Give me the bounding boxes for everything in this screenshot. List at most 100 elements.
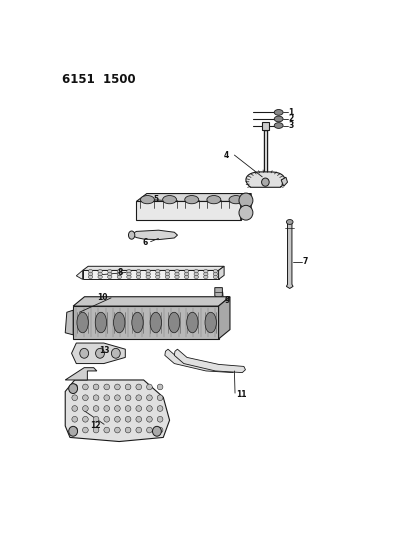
- Ellipse shape: [146, 276, 151, 279]
- Ellipse shape: [69, 426, 78, 436]
- Ellipse shape: [115, 427, 120, 433]
- Ellipse shape: [157, 427, 163, 433]
- Ellipse shape: [153, 426, 161, 436]
- Ellipse shape: [146, 416, 152, 422]
- Ellipse shape: [93, 395, 99, 401]
- Ellipse shape: [239, 193, 253, 208]
- Ellipse shape: [69, 384, 78, 393]
- Ellipse shape: [72, 395, 78, 401]
- Ellipse shape: [136, 406, 142, 411]
- Ellipse shape: [93, 406, 99, 411]
- Polygon shape: [65, 368, 97, 380]
- Ellipse shape: [125, 427, 131, 433]
- Ellipse shape: [165, 272, 170, 276]
- Ellipse shape: [146, 427, 152, 433]
- Text: 2: 2: [288, 115, 293, 124]
- Polygon shape: [241, 193, 251, 220]
- Ellipse shape: [125, 395, 131, 401]
- Ellipse shape: [229, 196, 243, 204]
- Ellipse shape: [88, 270, 93, 273]
- Text: 6: 6: [142, 238, 147, 247]
- Ellipse shape: [194, 270, 198, 273]
- Ellipse shape: [115, 395, 120, 401]
- Ellipse shape: [72, 384, 78, 390]
- Text: 9: 9: [224, 296, 230, 305]
- Ellipse shape: [204, 276, 208, 279]
- Ellipse shape: [286, 220, 293, 224]
- Polygon shape: [174, 349, 246, 373]
- Ellipse shape: [108, 270, 112, 273]
- Polygon shape: [73, 306, 219, 339]
- Ellipse shape: [104, 395, 110, 401]
- Polygon shape: [215, 288, 222, 298]
- Polygon shape: [262, 122, 269, 131]
- Text: 10: 10: [97, 293, 107, 302]
- Ellipse shape: [204, 272, 208, 276]
- Ellipse shape: [125, 384, 131, 390]
- Polygon shape: [219, 297, 230, 339]
- Ellipse shape: [155, 272, 160, 276]
- Ellipse shape: [157, 406, 163, 411]
- Ellipse shape: [155, 270, 160, 273]
- Polygon shape: [136, 201, 241, 220]
- Ellipse shape: [213, 272, 217, 276]
- Polygon shape: [286, 222, 293, 288]
- Ellipse shape: [184, 272, 189, 276]
- Ellipse shape: [136, 270, 141, 273]
- Ellipse shape: [146, 395, 152, 401]
- Ellipse shape: [95, 312, 106, 333]
- Ellipse shape: [93, 416, 99, 422]
- Ellipse shape: [185, 196, 199, 204]
- Text: 7: 7: [302, 257, 308, 266]
- Ellipse shape: [82, 406, 88, 411]
- Ellipse shape: [117, 272, 122, 276]
- Ellipse shape: [136, 416, 142, 422]
- Polygon shape: [65, 380, 170, 441]
- Polygon shape: [76, 270, 82, 279]
- Ellipse shape: [239, 205, 253, 220]
- Ellipse shape: [169, 312, 180, 333]
- Ellipse shape: [136, 384, 142, 390]
- Ellipse shape: [165, 270, 170, 273]
- Ellipse shape: [115, 384, 120, 390]
- Ellipse shape: [104, 406, 110, 411]
- Text: 12: 12: [91, 421, 101, 430]
- Polygon shape: [71, 343, 125, 364]
- Ellipse shape: [175, 276, 179, 279]
- Ellipse shape: [108, 272, 112, 276]
- Ellipse shape: [175, 272, 179, 276]
- Ellipse shape: [72, 406, 78, 411]
- Ellipse shape: [77, 312, 88, 333]
- Ellipse shape: [157, 384, 163, 390]
- Polygon shape: [281, 177, 288, 186]
- Polygon shape: [65, 310, 73, 335]
- Text: 3: 3: [288, 121, 293, 130]
- Ellipse shape: [104, 384, 110, 390]
- Ellipse shape: [88, 272, 93, 276]
- Polygon shape: [132, 230, 177, 240]
- Ellipse shape: [82, 427, 88, 433]
- Ellipse shape: [82, 384, 88, 390]
- Ellipse shape: [194, 276, 198, 279]
- Polygon shape: [82, 266, 224, 270]
- Ellipse shape: [111, 349, 120, 358]
- Ellipse shape: [136, 427, 142, 433]
- Polygon shape: [246, 172, 285, 187]
- Ellipse shape: [187, 312, 198, 333]
- Text: 13: 13: [99, 346, 110, 355]
- Ellipse shape: [205, 312, 216, 333]
- Ellipse shape: [262, 178, 269, 186]
- Ellipse shape: [207, 196, 221, 204]
- Ellipse shape: [157, 416, 163, 422]
- Ellipse shape: [146, 384, 152, 390]
- Ellipse shape: [125, 406, 131, 411]
- Text: 5: 5: [153, 195, 158, 204]
- Ellipse shape: [98, 272, 102, 276]
- Polygon shape: [165, 349, 236, 373]
- Ellipse shape: [127, 272, 131, 276]
- Ellipse shape: [129, 231, 135, 239]
- Polygon shape: [136, 193, 251, 201]
- Ellipse shape: [140, 196, 154, 204]
- Ellipse shape: [184, 270, 189, 273]
- Ellipse shape: [175, 270, 179, 273]
